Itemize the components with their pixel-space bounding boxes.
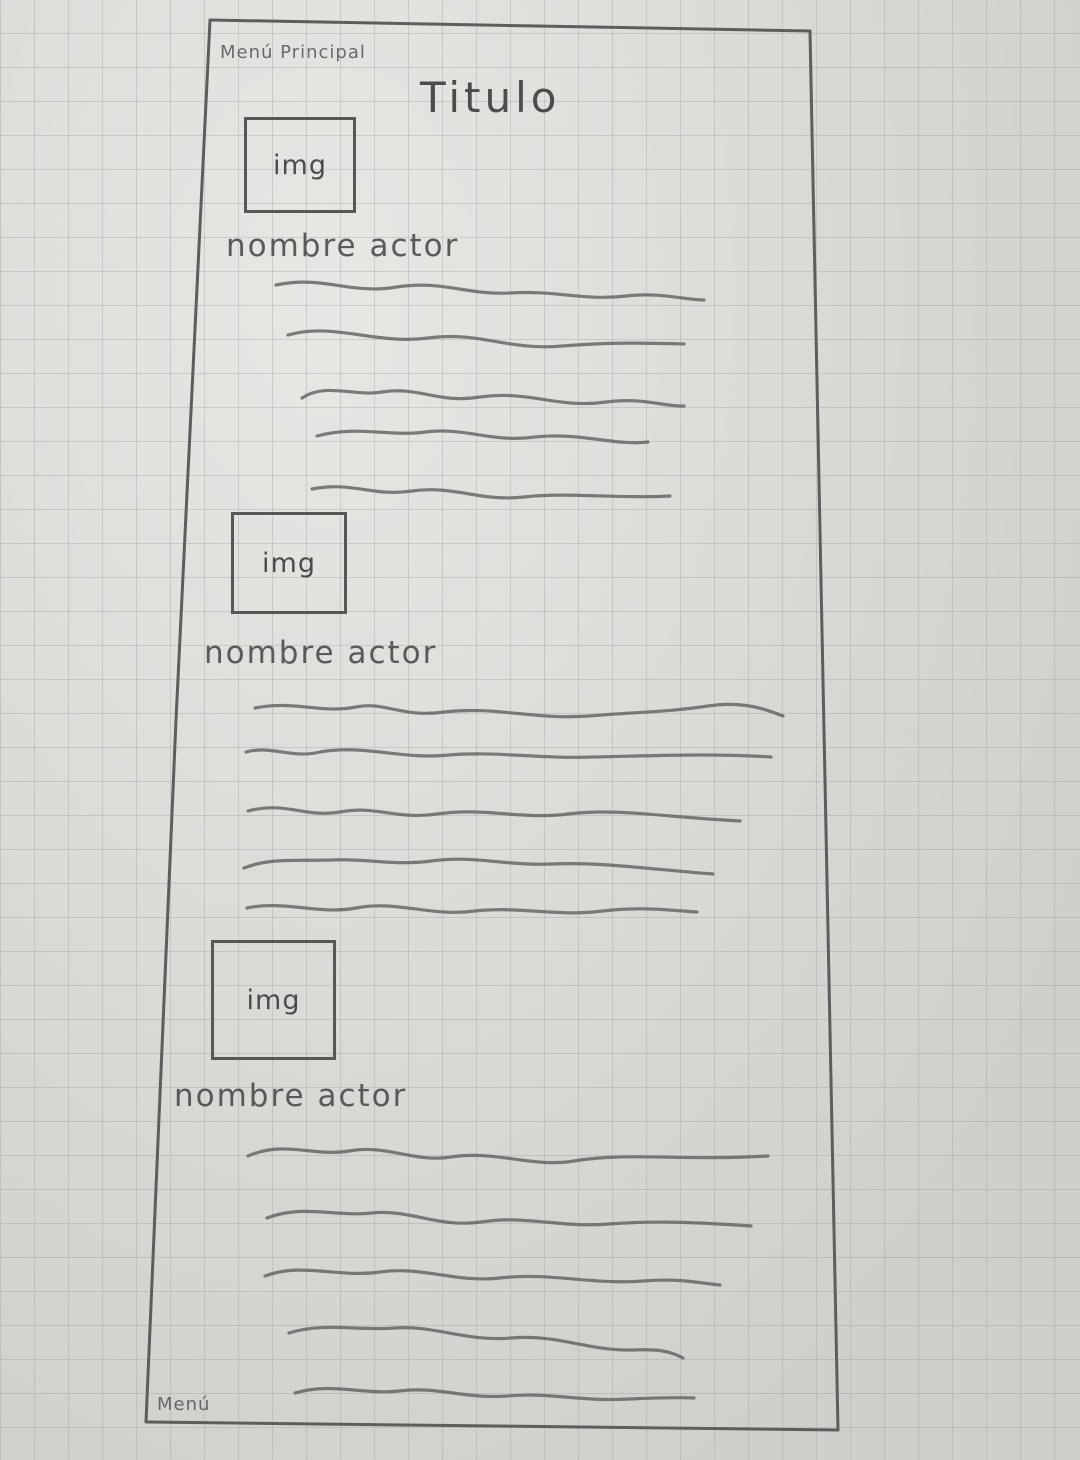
description-line	[293, 1386, 696, 1402]
bottom-menu-label[interactable]: Menú	[157, 1394, 211, 1415]
actor-name: nombre actor	[174, 1078, 408, 1114]
phone-frame-right	[808, 29, 840, 1432]
description-line	[246, 1147, 770, 1165]
description-line	[263, 1268, 722, 1287]
actor-image: img	[244, 117, 356, 213]
description-line	[287, 1325, 685, 1360]
description-line	[310, 485, 672, 500]
description-line	[274, 280, 706, 302]
actor-image: img	[211, 940, 336, 1060]
description-line	[245, 904, 699, 915]
phone-frame-top	[208, 18, 812, 33]
actor-image: img	[231, 512, 347, 614]
actor-image-label: img	[246, 984, 301, 1016]
description-line	[315, 429, 650, 445]
actor-name: nombre actor	[204, 635, 438, 671]
description-line	[300, 388, 686, 408]
phone-frame-bottom	[146, 1420, 840, 1432]
main-menu-label[interactable]: Menú Principal	[220, 42, 366, 63]
description-line	[286, 329, 686, 349]
page-title: Titulo	[420, 73, 561, 122]
phone-frame-left	[144, 18, 212, 1424]
description-line	[265, 1209, 753, 1228]
actor-name: nombre actor	[226, 228, 460, 264]
description-line	[246, 806, 742, 823]
description-line	[242, 857, 715, 876]
actor-image-label: img	[273, 149, 327, 181]
description-line	[244, 748, 773, 759]
description-line	[253, 702, 785, 719]
actor-image-label: img	[262, 547, 316, 579]
